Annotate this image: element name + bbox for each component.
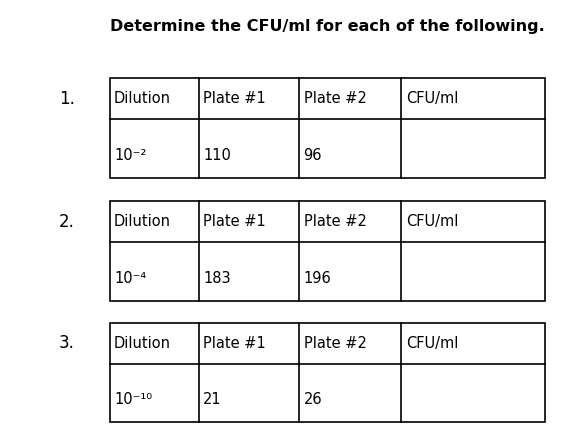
Text: Plate #2: Plate #2 [303,336,366,351]
Text: Determine the CFU/ml for each of the following.: Determine the CFU/ml for each of the fol… [110,19,545,35]
Text: 96: 96 [303,148,322,163]
Text: Plate #2: Plate #2 [303,91,366,106]
Text: Dilution: Dilution [114,336,171,351]
Text: 1.: 1. [59,90,75,107]
Text: Dilution: Dilution [114,214,171,229]
Text: CFU/ml: CFU/ml [406,91,458,106]
Bar [110,323,545,422]
Text: 21: 21 [203,392,222,407]
Text: 110: 110 [203,148,231,163]
Text: 26: 26 [303,392,322,407]
Text: 10⁻⁴: 10⁻⁴ [114,271,146,286]
Text: 3.: 3. [59,334,75,352]
Text: CFU/ml: CFU/ml [406,336,458,351]
Text: Plate #1: Plate #1 [203,91,266,106]
Text: CFU/ml: CFU/ml [406,214,458,229]
Text: 183: 183 [203,271,231,286]
Text: Plate #1: Plate #1 [203,336,266,351]
Bar [110,78,545,178]
Text: 2.: 2. [59,213,75,231]
Text: 10⁻¹⁰: 10⁻¹⁰ [114,392,152,407]
Text: Plate #1: Plate #1 [203,214,266,229]
Bar [110,201,545,301]
Text: 196: 196 [303,271,332,286]
Text: Dilution: Dilution [114,91,171,106]
Text: Plate #2: Plate #2 [303,214,366,229]
Text: 10⁻²: 10⁻² [114,148,147,163]
